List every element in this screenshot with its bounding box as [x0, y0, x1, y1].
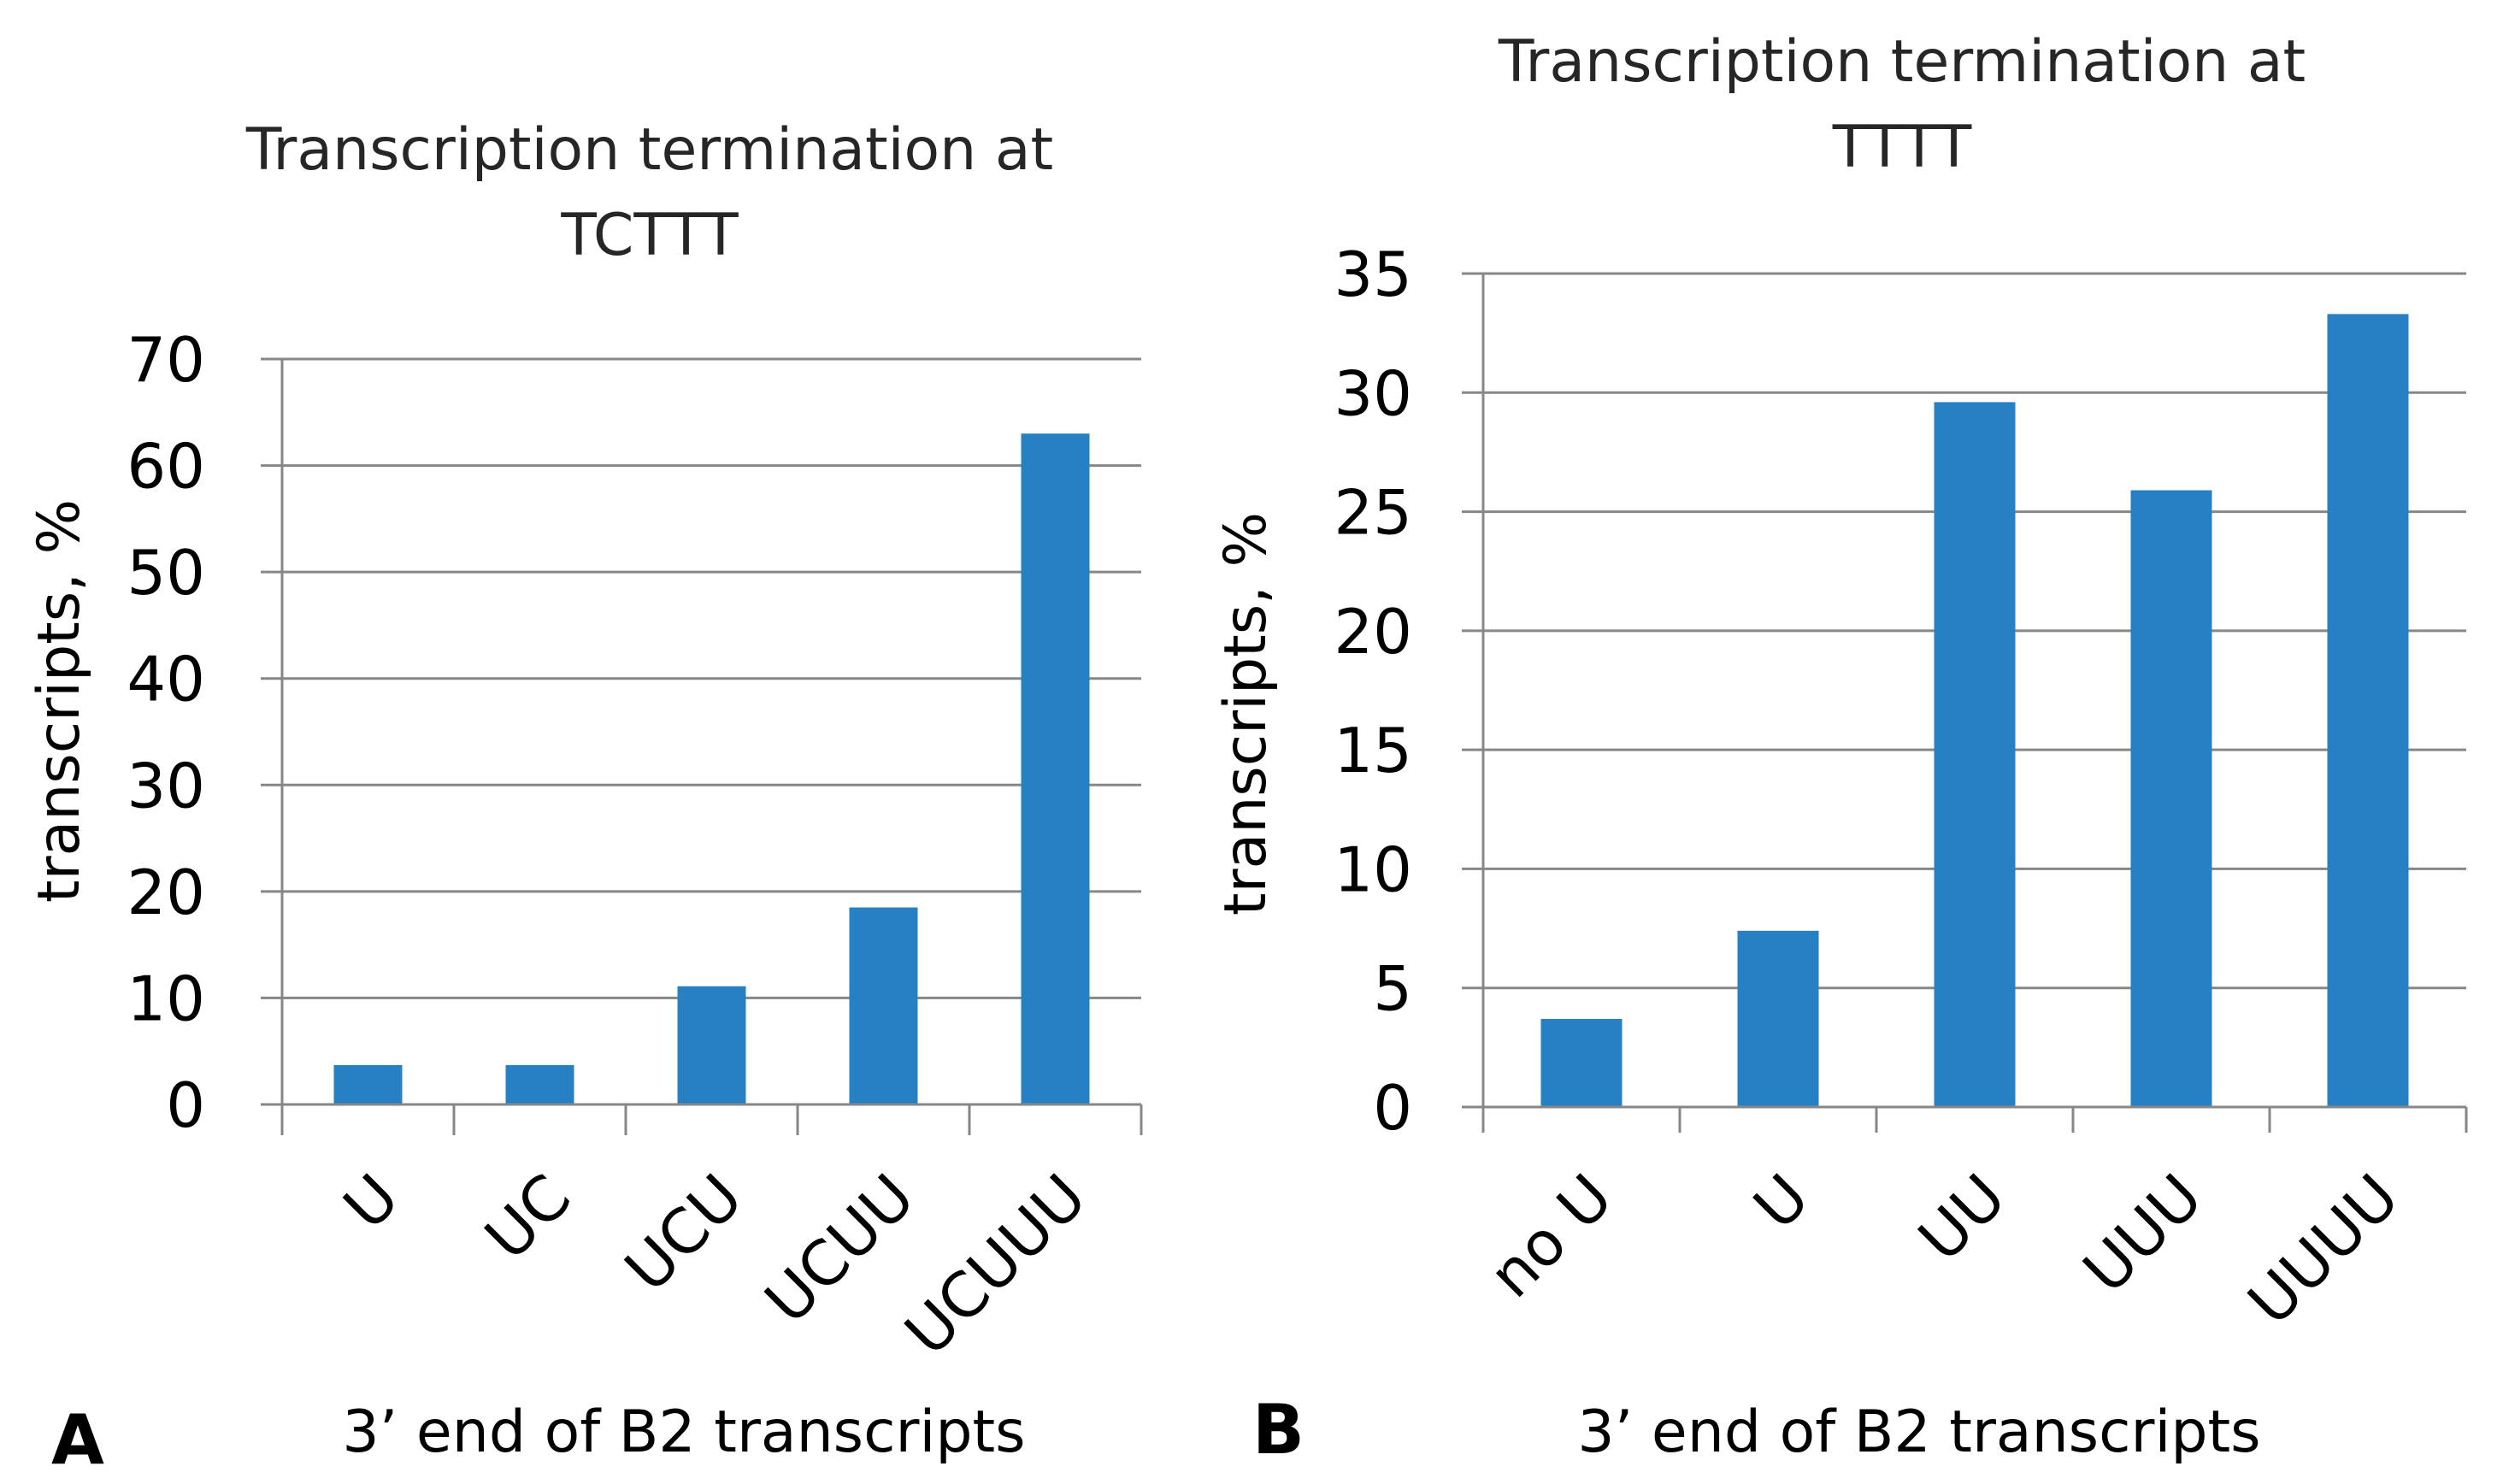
bars: [333, 433, 1090, 1104]
y-tick-labels: 0 10 20 30 40 50 60 70: [127, 324, 205, 1141]
y-tick-label: 10: [1334, 833, 1412, 905]
chart-title-line-1: Transcription termination at: [1498, 28, 2306, 96]
chart-title-line-2: TTTT: [1832, 114, 1972, 181]
bar-ucuuu: [1021, 433, 1090, 1104]
chart-title-line-1: Transcription termination at: [245, 116, 1053, 184]
y-tick-label: 30: [1334, 357, 1412, 429]
y-tick-label: 60: [127, 431, 205, 503]
chart-panel-a: Transcription termination at TCTTT 0 10 20…: [26, 116, 1143, 1480]
x-tick-label: U: [1740, 1161, 1823, 1244]
y-tick-label: 30: [127, 750, 205, 822]
y-tick-label: 50: [127, 537, 205, 609]
axes: [1462, 274, 2468, 1133]
bars: [1540, 314, 2409, 1107]
x-tick-label: UUUU: [2235, 1161, 2412, 1339]
y-tick-label: 0: [1373, 1072, 1412, 1144]
x-axis-label: 3’ end of B2 transcripts: [342, 1399, 1025, 1466]
x-tick-label: UCU: [611, 1161, 756, 1305]
x-tick-labels: no U U UU UUU UUUU: [1475, 1161, 2412, 1339]
y-tick-labels: 0 5 10 15 20 25 30 35: [1334, 238, 1412, 1144]
bar-uuuu: [2327, 314, 2409, 1107]
y-tick-label: 70: [127, 324, 205, 396]
y-axis-label: transcripts, %: [26, 499, 93, 903]
bar-u: [1737, 930, 1819, 1107]
x-tick-label: UUU: [2070, 1161, 2216, 1307]
panel-letter-a: A: [51, 1400, 104, 1480]
y-tick-label: 40: [127, 644, 205, 716]
bar-ucu: [677, 986, 746, 1104]
y-axis-label: transcripts, %: [1212, 512, 1280, 916]
y-tick-label: 25: [1334, 477, 1412, 549]
gridlines: [261, 357, 1141, 999]
y-tick-label: 20: [127, 857, 205, 928]
chart-title-line-2: TCTTT: [560, 202, 739, 269]
x-axis-label: 3’ end of B2 transcripts: [1577, 1399, 2260, 1466]
x-tick-label: UC: [471, 1161, 584, 1274]
x-tick-label: U: [330, 1161, 413, 1244]
y-tick-label: 5: [1373, 953, 1412, 1025]
y-tick-label: 35: [1334, 238, 1412, 310]
x-tick-label: UU: [1905, 1161, 2019, 1275]
x-tick-label: no U: [1475, 1161, 1626, 1311]
panel-letter-b: B: [1252, 1390, 1305, 1469]
bar-uu: [1934, 402, 2016, 1107]
y-tick-label: 10: [127, 963, 205, 1034]
bar-u: [333, 1064, 403, 1104]
y-tick-label: 15: [1334, 715, 1412, 786]
y-tick-label: 0: [166, 1069, 205, 1141]
bar-no-u: [1540, 1018, 1623, 1107]
bar-uuu: [2130, 490, 2212, 1107]
bar-uc: [505, 1064, 574, 1104]
chart-panel-b: Transcription termination at TTTT 0 5 10 15…: [1212, 28, 2468, 1469]
y-tick-label: 20: [1334, 596, 1412, 668]
x-tick-label: UCUUU: [892, 1161, 1100, 1369]
axes: [261, 359, 1143, 1135]
bar-ucuu: [849, 907, 918, 1104]
